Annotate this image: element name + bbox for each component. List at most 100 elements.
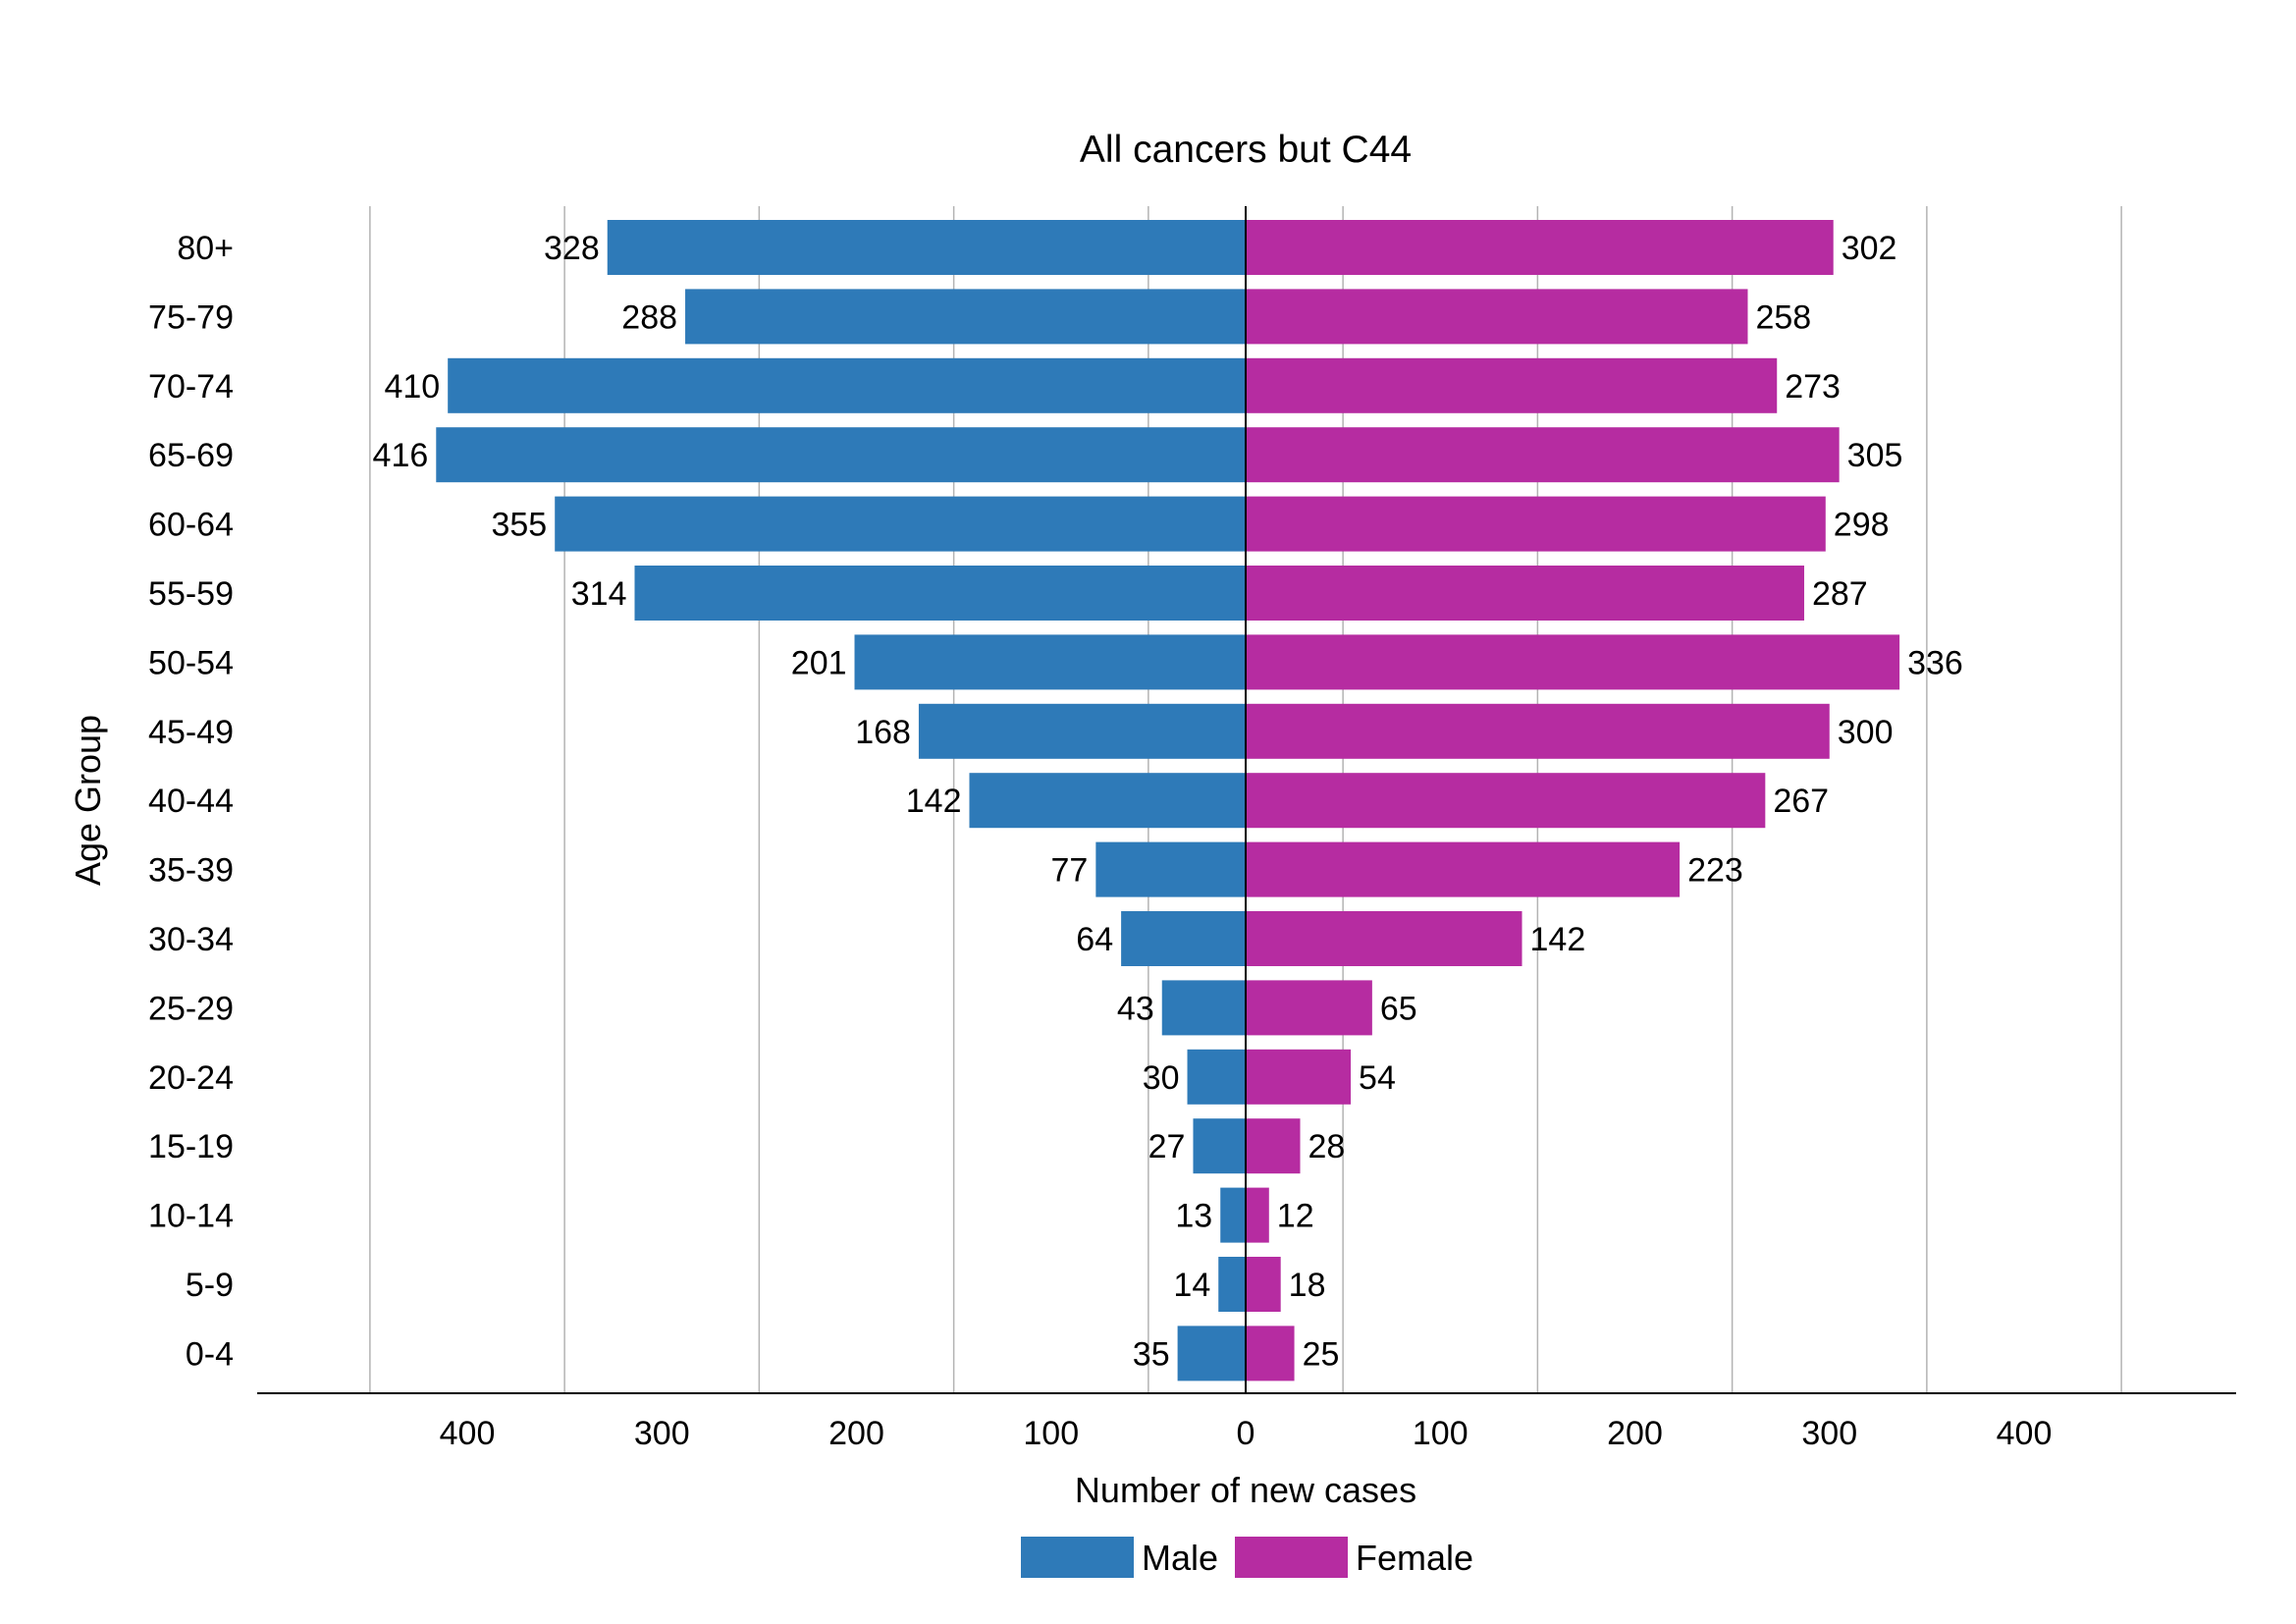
bar-label-female: 287 — [1812, 575, 1868, 613]
chart-title: All cancers but C44 — [1080, 129, 1412, 171]
bar-label-female: 25 — [1303, 1335, 1340, 1373]
bar-male — [1161, 980, 1246, 1036]
category-label: 80+ — [177, 230, 234, 267]
bar-label-female: 12 — [1277, 1198, 1314, 1235]
bar-label-female: 267 — [1773, 783, 1829, 820]
bar-label-male: 43 — [1117, 990, 1154, 1027]
bar-female — [1246, 1187, 1269, 1243]
legend-swatch-male — [1021, 1537, 1134, 1578]
bar-female — [1246, 427, 1840, 483]
bar-male — [918, 703, 1246, 759]
category-label: 50-54 — [148, 644, 234, 681]
bar-label-male: 314 — [571, 575, 627, 613]
bar-label-female: 273 — [1785, 368, 1841, 406]
x-tick-label: 100 — [1413, 1415, 1468, 1452]
bar-label-male: 142 — [906, 783, 962, 820]
bar-label-male: 14 — [1173, 1267, 1210, 1304]
category-label: 45-49 — [148, 714, 234, 751]
bar-female — [1246, 773, 1766, 829]
bar-female — [1246, 634, 1900, 690]
category-label: 60-64 — [148, 507, 234, 544]
y-axis-title: Age Group — [68, 715, 108, 886]
bar-male — [854, 634, 1246, 690]
legend-swatch-female — [1235, 1537, 1348, 1578]
bar-female — [1246, 1049, 1352, 1105]
legend-label-female: Female — [1356, 1538, 1473, 1578]
bar-label-male: 64 — [1076, 921, 1113, 958]
bar-label-male: 201 — [791, 644, 847, 681]
bar-male — [634, 566, 1246, 621]
category-label: 40-44 — [148, 783, 234, 820]
bar-male — [1193, 1118, 1246, 1174]
bar-male — [1095, 841, 1246, 897]
bar-female — [1246, 357, 1778, 413]
x-tick-label: 400 — [1997, 1415, 2053, 1452]
bar-label-female: 65 — [1380, 990, 1417, 1027]
bar-label-female: 142 — [1530, 921, 1586, 958]
bar-label-male: 416 — [373, 437, 429, 474]
x-axis-title: Number of new cases — [1075, 1470, 1416, 1510]
bar-label-male: 35 — [1133, 1335, 1170, 1373]
bar-label-female: 18 — [1289, 1267, 1326, 1304]
x-tick-label: 400 — [440, 1415, 496, 1452]
x-tick-label: 200 — [828, 1415, 884, 1452]
category-label: 25-29 — [148, 990, 234, 1027]
bar-label-female: 300 — [1838, 714, 1894, 751]
bar-label-female: 305 — [1847, 437, 1903, 474]
bar-label-male: 328 — [544, 230, 600, 267]
category-label: 10-14 — [148, 1198, 234, 1235]
bar-female — [1246, 1118, 1301, 1174]
bar-label-male: 27 — [1148, 1128, 1186, 1165]
bar-label-male: 13 — [1175, 1198, 1212, 1235]
category-label: 20-24 — [148, 1059, 234, 1097]
bar-label-female: 298 — [1834, 507, 1890, 544]
bar-male — [436, 427, 1246, 483]
bar-label-male: 288 — [621, 298, 677, 336]
bar-male — [1187, 1049, 1246, 1105]
category-label: 35-39 — [148, 852, 234, 890]
category-labels: 80+ 75-79 70-74 65-69 60-64 55-59 50-54 45-49 40… — [148, 230, 234, 1373]
bar-label-male: 355 — [491, 507, 547, 544]
bar-male — [1218, 1257, 1246, 1312]
bar-male — [685, 289, 1246, 345]
category-label: 30-34 — [148, 921, 234, 958]
bar-female — [1246, 220, 1834, 275]
bar-female — [1246, 1326, 1295, 1381]
bar-female — [1246, 566, 1804, 621]
bar-label-male: 168 — [855, 714, 911, 751]
bar-label-male: 30 — [1143, 1059, 1180, 1097]
bar-label-male: 410 — [384, 368, 440, 406]
bar-female — [1246, 841, 1681, 897]
bar-female — [1246, 980, 1372, 1036]
x-tick-label: 200 — [1607, 1415, 1663, 1452]
category-label: 55-59 — [148, 575, 234, 613]
bar-male — [1220, 1187, 1246, 1243]
category-label: 65-69 — [148, 437, 234, 474]
bar-male — [555, 496, 1246, 552]
bar-label-female: 223 — [1687, 852, 1743, 890]
x-tick-labels: 400 300 200 100 0 100 200 300 400 — [440, 1415, 2053, 1452]
bar-label-female: 28 — [1308, 1128, 1346, 1165]
category-label: 75-79 — [148, 298, 234, 336]
x-tick-label: 0 — [1237, 1415, 1255, 1452]
x-tick-label: 300 — [634, 1415, 690, 1452]
category-label: 0-4 — [186, 1335, 234, 1373]
bar-male — [1177, 1326, 1246, 1381]
bar-male — [1121, 911, 1246, 966]
bar-female — [1246, 703, 1830, 759]
bar-female — [1246, 496, 1826, 552]
bar-female — [1246, 1257, 1281, 1312]
category-label: 15-19 — [148, 1128, 234, 1165]
bar-label-female: 54 — [1359, 1059, 1396, 1097]
x-tick-label: 100 — [1023, 1415, 1079, 1452]
legend: Male Female — [1021, 1537, 1473, 1578]
bar-male — [448, 357, 1246, 413]
bar-male — [607, 220, 1246, 275]
bar-female — [1246, 289, 1748, 345]
bars: 328 302 288 258 410 273 416 305 355 298 314 287 201 3… — [373, 220, 1963, 1381]
bar-female — [1246, 911, 1522, 966]
x-tick-label: 300 — [1801, 1415, 1857, 1452]
bar-label-female: 258 — [1755, 298, 1811, 336]
category-label: 70-74 — [148, 368, 234, 406]
